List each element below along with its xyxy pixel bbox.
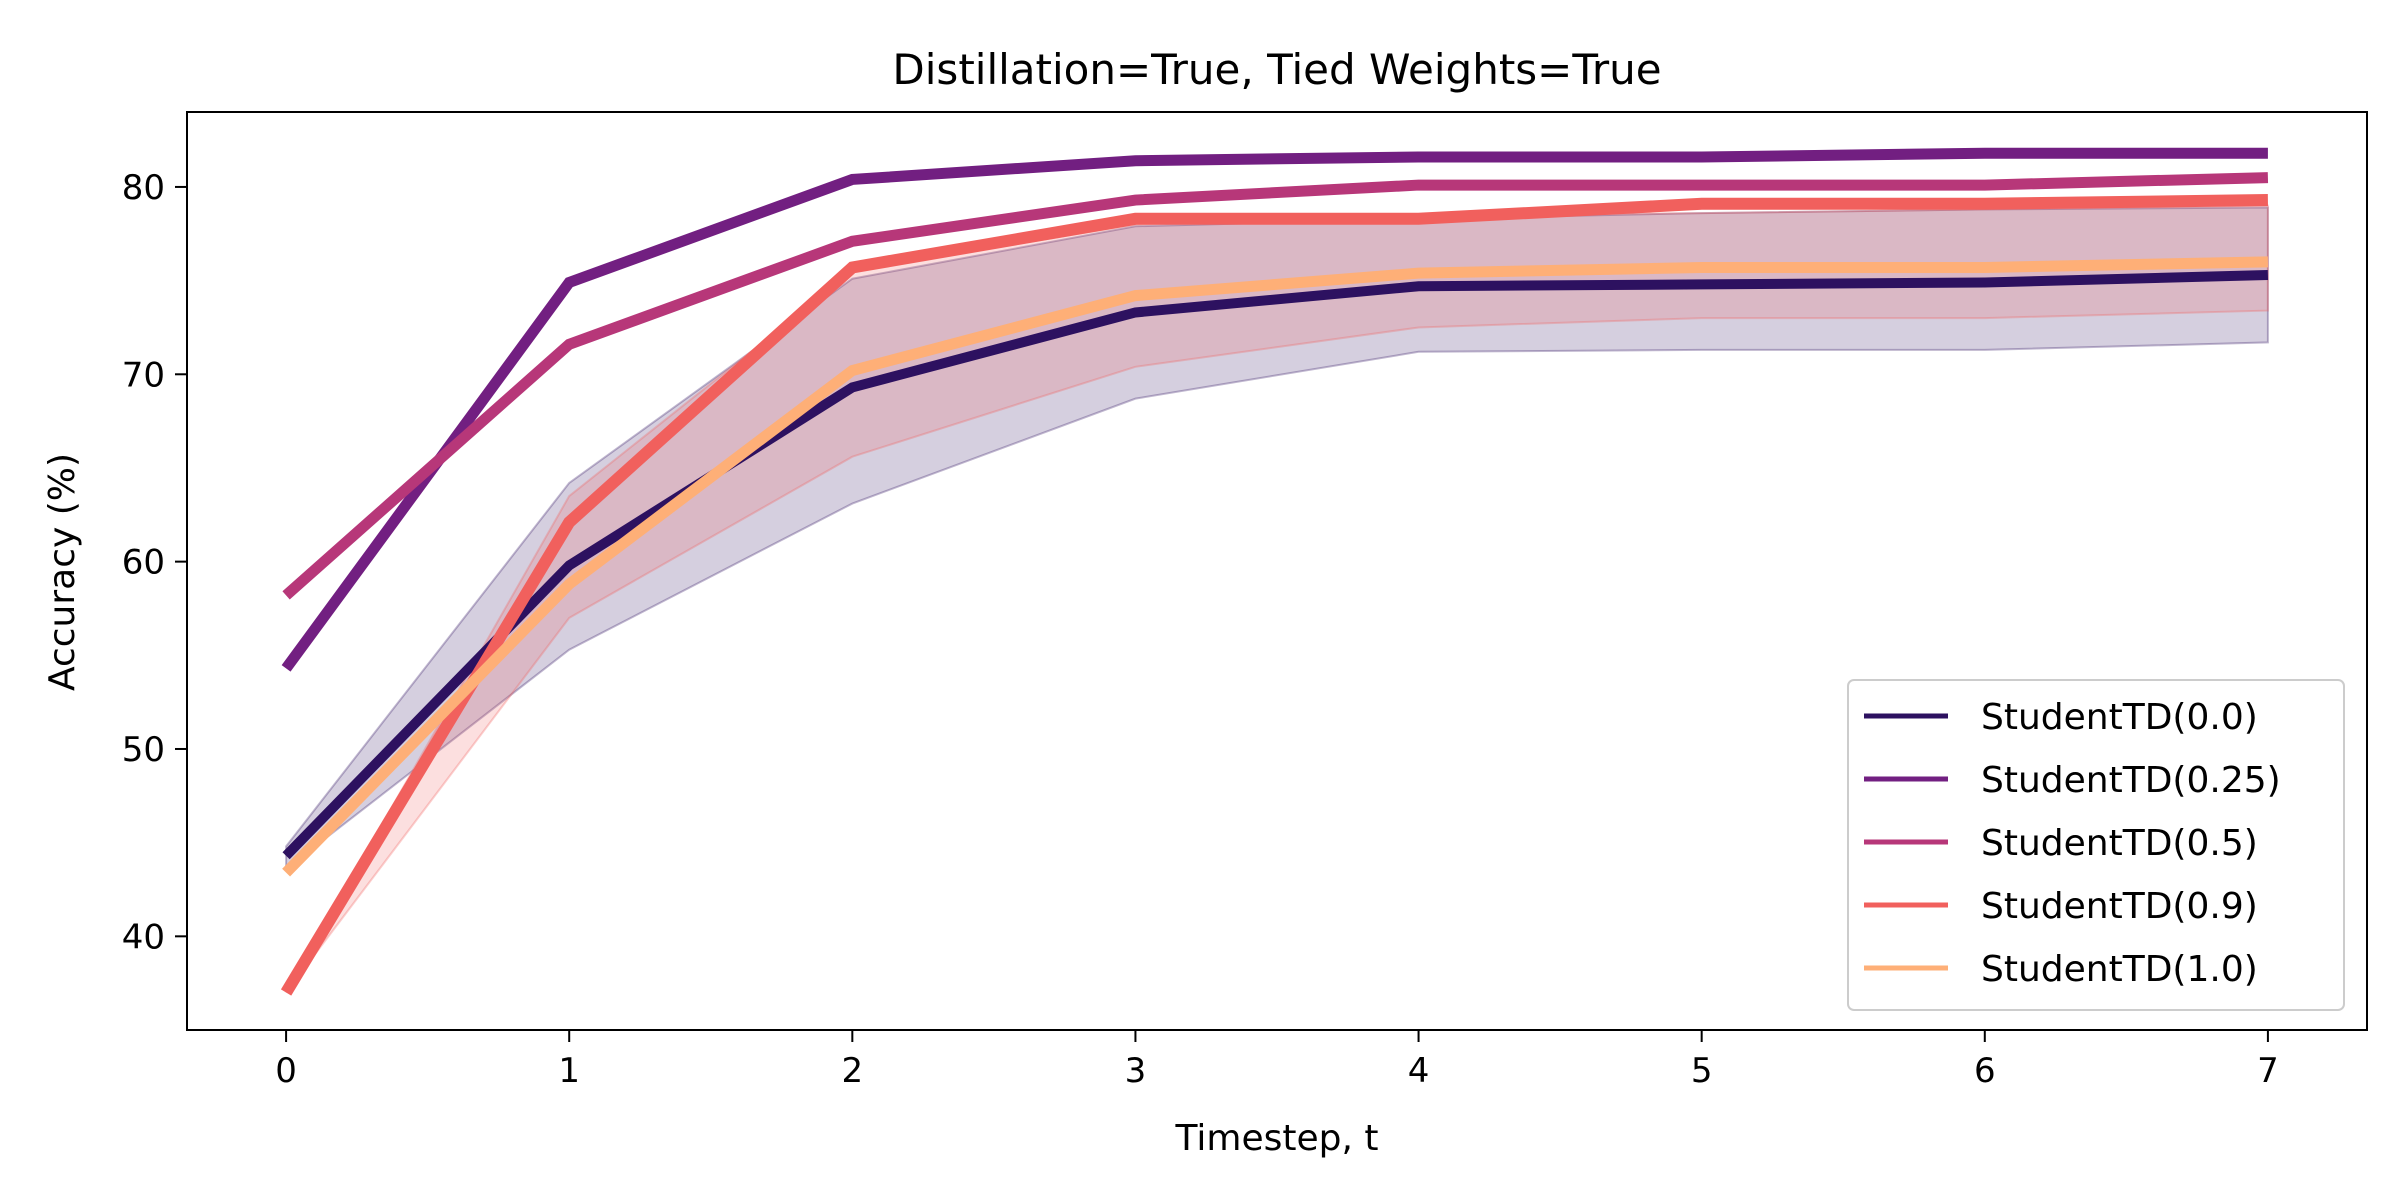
- x-axis: 0 1 2 3 4 5 6 7: [275, 1030, 2279, 1091]
- x-tick-label: 0: [275, 1051, 297, 1091]
- legend-box: [1847, 679, 2345, 1011]
- series-line-2: [282, 172, 2269, 600]
- x-tick-label: 1: [558, 1051, 580, 1091]
- x-tick-label: 4: [1408, 1051, 1430, 1091]
- legend-label-1: StudentTD(0.25): [1981, 760, 2281, 801]
- series-line-4: [282, 256, 2269, 877]
- x-tick-label: 5: [1691, 1051, 1713, 1091]
- y-tick-label: 70: [122, 355, 165, 395]
- plot-area-frame: [186, 111, 2368, 1031]
- band-0: [285, 206, 2269, 871]
- legend-label-2: StudentTD(0.5): [1981, 823, 2258, 864]
- x-axis-label: Timestep, t: [1175, 1118, 1379, 1159]
- y-tick-label: 60: [122, 543, 165, 583]
- series-line-1: [281, 147, 2268, 672]
- y-axis-label: Accuracy (%): [42, 453, 83, 691]
- series-line-3: [280, 194, 2268, 996]
- legend-label-4: StudentTD(1.0): [1981, 949, 2258, 990]
- x-tick-label: 7: [2257, 1051, 2279, 1091]
- x-tick-label: 6: [1974, 1051, 1996, 1091]
- x-tick-label: 3: [1125, 1051, 1147, 1091]
- series-lines: [280, 147, 2269, 996]
- legend-label-0: StudentTD(0.0): [1981, 697, 2258, 738]
- y-axis: 40 50 60 70 80: [122, 168, 187, 957]
- y-tick-label: 80: [122, 168, 165, 208]
- legend: StudentTD(0.0) StudentTD(0.25) StudentTD(0…: [1847, 679, 2345, 1011]
- legend-label-3: StudentTD(0.9): [1981, 886, 2258, 927]
- x-tick-label: 2: [842, 1051, 864, 1091]
- y-tick-label: 40: [122, 917, 165, 957]
- y-tick-label: 50: [122, 730, 165, 770]
- chart-title: Distillation=True, Tied Weights=True: [892, 45, 1661, 94]
- series-line-0: [282, 269, 2269, 860]
